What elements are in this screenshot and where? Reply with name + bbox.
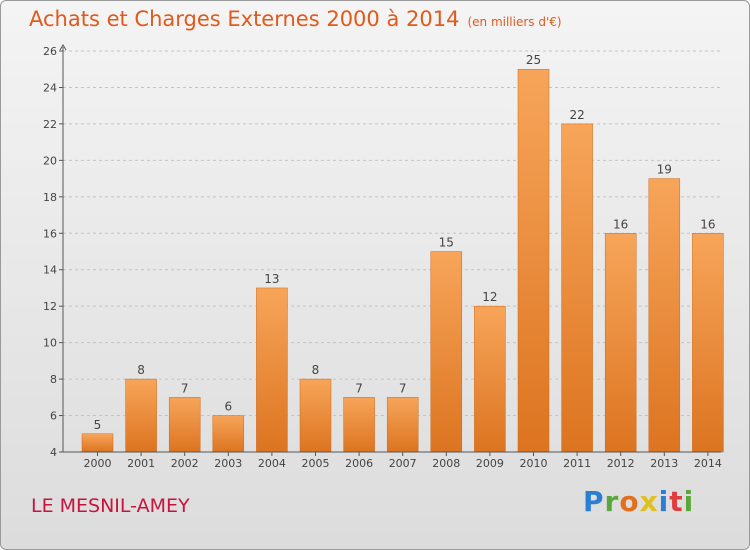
x-tick-label: 2013 xyxy=(650,457,678,470)
data-label: 16 xyxy=(700,217,715,231)
logo-letter: i xyxy=(658,485,670,518)
data-label: 8 xyxy=(137,363,145,377)
data-label: 25 xyxy=(526,53,541,67)
bar xyxy=(168,397,201,453)
data-label: 19 xyxy=(657,163,672,177)
logo-letter: r xyxy=(604,485,620,518)
y-tick-label: 26 xyxy=(43,45,57,58)
logo-letter: i xyxy=(683,485,695,518)
logo-letter: o xyxy=(619,485,640,518)
data-label: 5 xyxy=(94,418,102,432)
x-tick-label: 2004 xyxy=(258,457,286,470)
logo-letter: P xyxy=(583,485,605,518)
bar xyxy=(474,305,506,453)
y-tick-label: 8 xyxy=(50,373,57,386)
proxiti-logo: Proxiti xyxy=(583,485,694,518)
bar xyxy=(604,233,637,453)
x-tick-label: 2002 xyxy=(171,457,199,470)
bars: 5 8 7 6 13 8 7 7 15 12 25 22 16 19 16 xyxy=(81,53,724,453)
data-label: 7 xyxy=(181,381,189,395)
bar xyxy=(343,397,375,453)
y-tick-label: 18 xyxy=(43,191,57,204)
chart-title-text: Achats et Charges Externes 2000 à 2014 xyxy=(29,7,460,31)
y-tick-label: 22 xyxy=(43,118,57,131)
chart-unit: (en milliers d'€) xyxy=(467,15,562,29)
x-tick-label: 2012 xyxy=(607,457,635,470)
logo-letter: x xyxy=(639,485,659,518)
x-tick-label: 2003 xyxy=(214,457,242,470)
data-label: 6 xyxy=(224,400,232,414)
bar xyxy=(386,397,419,453)
data-label: 22 xyxy=(569,108,584,122)
chart-title: Achats et Charges Externes 2000 à 2014 (e… xyxy=(29,7,562,31)
x-tick-label: 2010 xyxy=(520,457,548,470)
data-label: 12 xyxy=(482,290,497,304)
bar xyxy=(430,251,463,453)
bar xyxy=(561,123,593,453)
x-tick-label: 2011 xyxy=(563,457,591,470)
bar xyxy=(299,378,332,453)
logo-letter: t xyxy=(669,485,684,518)
bar xyxy=(648,178,681,453)
bar xyxy=(81,433,114,453)
y-tick-label: 20 xyxy=(43,154,57,167)
data-label: 8 xyxy=(312,363,320,377)
y-tick-label: 10 xyxy=(43,337,57,350)
bar xyxy=(517,68,550,453)
data-label: 15 xyxy=(439,236,454,250)
axes: 4 6 8 10 12 14 16 18 20 22 24 26 2000 2001 2002 2003 200… xyxy=(43,44,722,470)
y-tick-label: 12 xyxy=(43,300,57,313)
data-label: 7 xyxy=(399,381,407,395)
y-tick-label: 4 xyxy=(50,446,57,459)
y-tick-label: 14 xyxy=(43,264,57,277)
y-tick-label: 16 xyxy=(43,227,57,240)
x-tick-label: 2014 xyxy=(694,457,722,470)
data-label: 7 xyxy=(355,381,363,395)
commune-name: LE MESNIL-AMEY xyxy=(31,495,190,517)
y-tick-label: 24 xyxy=(43,81,57,94)
bar xyxy=(212,415,245,453)
y-tick-label: 6 xyxy=(50,410,57,423)
bar xyxy=(692,233,724,453)
bar xyxy=(125,378,157,453)
y-axis-arrow xyxy=(59,44,67,51)
x-tick-label: 2006 xyxy=(345,457,373,470)
x-tick-label: 2008 xyxy=(432,457,460,470)
bar xyxy=(256,287,288,453)
x-tick-label: 2009 xyxy=(476,457,504,470)
x-tick-label: 2000 xyxy=(84,457,112,470)
x-tick-label: 2007 xyxy=(389,457,417,470)
x-tick-label: 2005 xyxy=(302,457,330,470)
data-label: 16 xyxy=(613,217,628,231)
x-tick-label: 2001 xyxy=(127,457,155,470)
data-label: 13 xyxy=(264,272,279,286)
